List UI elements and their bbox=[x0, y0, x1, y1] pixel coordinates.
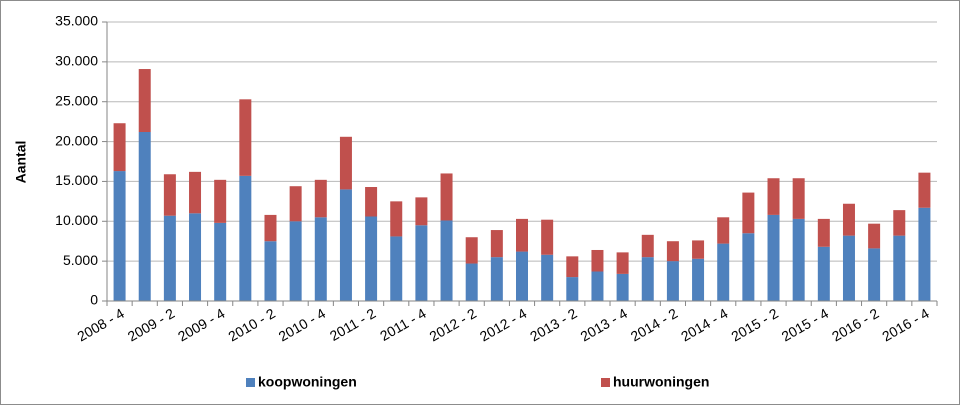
bar-segment bbox=[113, 123, 126, 172]
bar-segment bbox=[516, 218, 528, 252]
bar-segment bbox=[817, 246, 830, 301]
bar-segment bbox=[365, 216, 378, 301]
bar-segment bbox=[767, 178, 780, 215]
bar-segment bbox=[541, 254, 554, 301]
legend-swatch bbox=[246, 378, 255, 387]
bar-segment bbox=[566, 256, 579, 278]
bar-segment bbox=[415, 197, 428, 226]
bar-segment bbox=[440, 220, 453, 301]
bar-segment bbox=[792, 218, 805, 301]
bar-segment bbox=[918, 207, 931, 301]
bar-segment bbox=[264, 214, 277, 242]
bar-segment bbox=[138, 132, 151, 301]
y-tick-label: 5.000 bbox=[63, 252, 98, 268]
bar-segment bbox=[742, 233, 755, 301]
y-tick-label: 20.000 bbox=[55, 132, 98, 148]
bar-segment bbox=[415, 225, 428, 301]
bar-segment bbox=[490, 230, 503, 258]
bar-segment bbox=[893, 210, 906, 236]
bar-segment bbox=[214, 179, 227, 223]
bar-segment bbox=[465, 263, 478, 301]
y-tick-label: 0 bbox=[90, 292, 98, 308]
bar-segment bbox=[868, 223, 881, 249]
bar-segment bbox=[314, 179, 327, 218]
bar-segment bbox=[692, 258, 705, 301]
bar-segment bbox=[239, 99, 252, 176]
bar-segment bbox=[214, 222, 227, 301]
bar-segment bbox=[717, 243, 730, 301]
y-tick-label: 25.000 bbox=[55, 92, 98, 108]
bar-segment bbox=[465, 237, 478, 264]
bar-segment bbox=[842, 235, 855, 301]
bar-segment bbox=[390, 236, 403, 301]
bar-segment bbox=[541, 219, 554, 255]
bar-segment bbox=[138, 69, 151, 133]
bar-segment bbox=[289, 221, 302, 301]
bar-segment bbox=[792, 178, 805, 219]
bar-segment bbox=[767, 214, 780, 301]
y-axis-title: Aantal bbox=[13, 141, 29, 184]
y-tick-label: 35.000 bbox=[55, 13, 98, 29]
bar-segment bbox=[692, 240, 705, 259]
bar-segment bbox=[239, 175, 252, 301]
bar-segment bbox=[163, 215, 176, 301]
y-tick-label: 15.000 bbox=[55, 172, 98, 188]
legend-swatch bbox=[601, 378, 610, 387]
bar-segment bbox=[189, 171, 202, 214]
bar-segment bbox=[516, 251, 528, 301]
bar-segment bbox=[339, 136, 352, 190]
bar-segment bbox=[641, 234, 654, 258]
bar-segment bbox=[314, 217, 327, 301]
bar-segment bbox=[189, 213, 202, 301]
bar-segment bbox=[842, 203, 855, 236]
bar-segment bbox=[616, 273, 629, 301]
bar-segment bbox=[666, 241, 679, 262]
legend-label: koopwoningen bbox=[258, 374, 357, 390]
bar-segment bbox=[289, 186, 302, 222]
bar-segment bbox=[717, 217, 730, 244]
legend-label: huurwoningen bbox=[613, 374, 709, 390]
y-tick-label: 10.000 bbox=[55, 212, 98, 228]
bar-segment bbox=[365, 187, 378, 217]
bar-segment bbox=[566, 277, 579, 301]
bar-segment bbox=[918, 172, 931, 208]
bar-segment bbox=[666, 261, 679, 301]
bar-segment bbox=[440, 173, 453, 221]
bar-segment bbox=[390, 201, 403, 237]
bar-segment bbox=[616, 252, 629, 274]
bar-segment bbox=[742, 192, 755, 234]
bar-segment bbox=[339, 189, 352, 301]
bar-segment bbox=[163, 174, 176, 216]
y-tick-label: 30.000 bbox=[55, 53, 98, 69]
bar-segment bbox=[113, 171, 126, 301]
bar-segment bbox=[868, 248, 881, 301]
bar-segment bbox=[490, 257, 503, 301]
bar-segment bbox=[817, 218, 830, 247]
bar-segment bbox=[591, 249, 604, 272]
bar-segment bbox=[893, 235, 906, 301]
bar-segment bbox=[264, 241, 277, 301]
bar-segment bbox=[641, 257, 654, 301]
bar-segment bbox=[591, 271, 604, 301]
